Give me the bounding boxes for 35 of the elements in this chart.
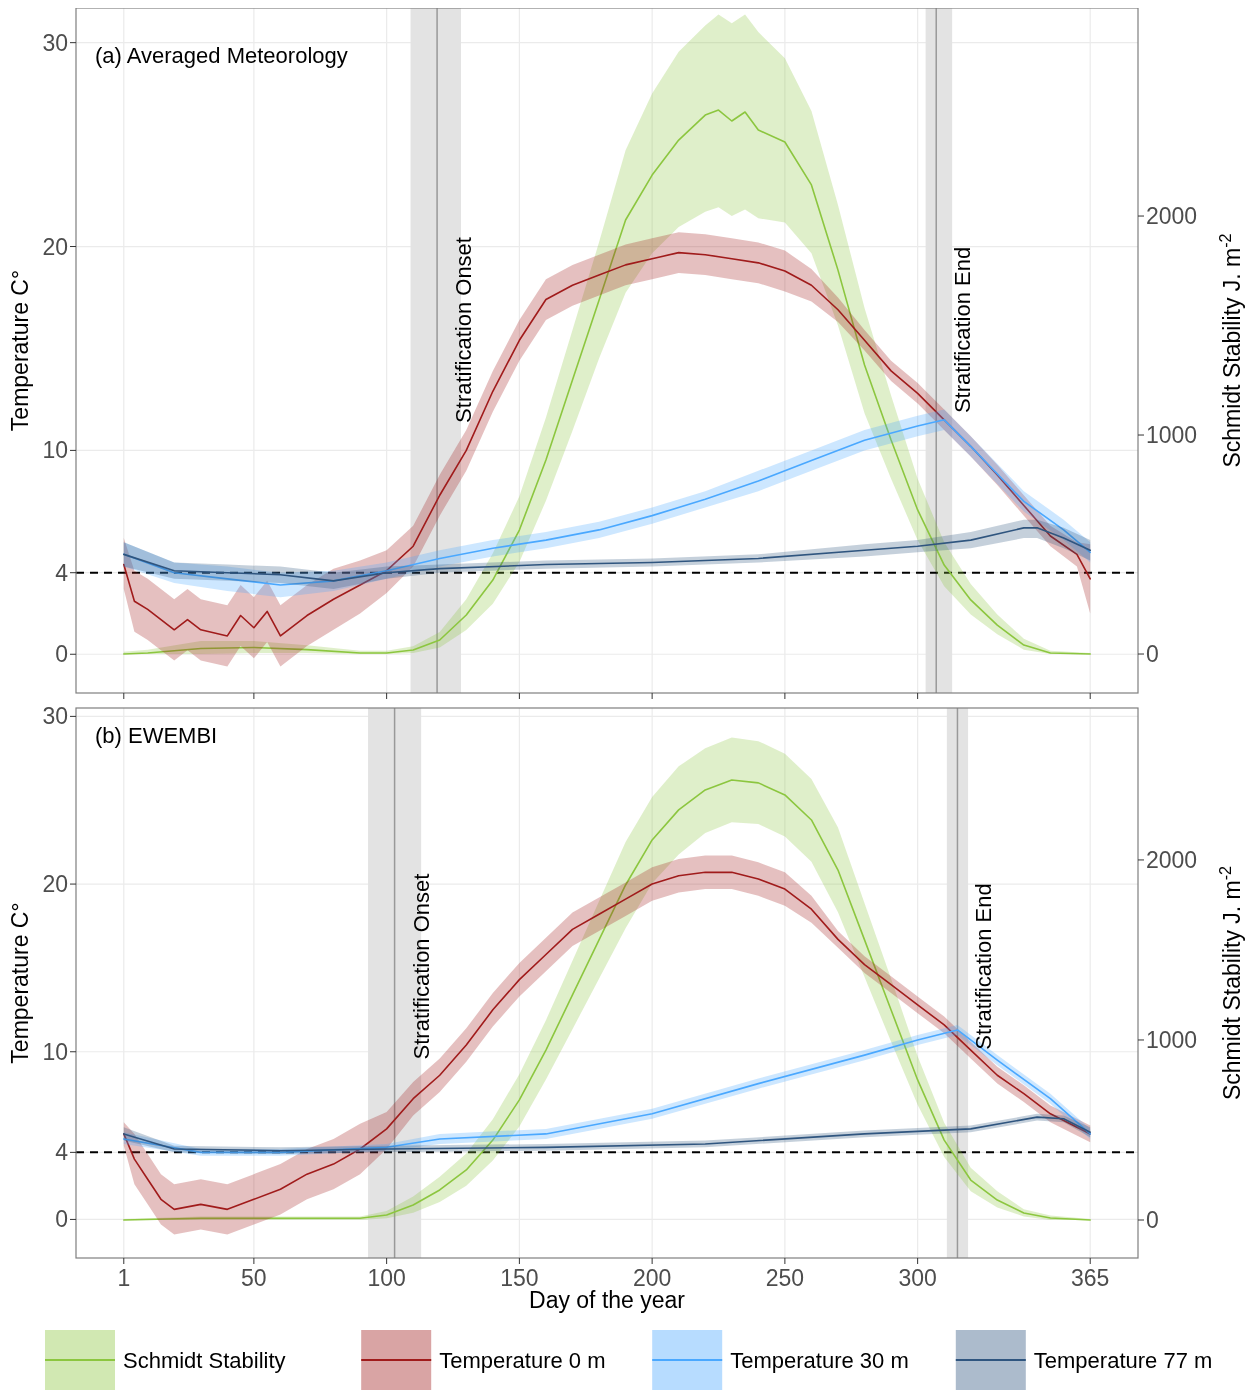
legend-label: Temperature 30 m [730,1348,909,1373]
ref-line-label: Stratification Onset [408,873,434,1060]
y-tick-label: 0 [55,641,68,668]
y-tick-label: 20 [42,871,68,898]
y-tick-label: 0 [55,1206,68,1233]
ref-line-label: Stratification Onset [451,237,477,423]
legend-label: Schmidt Stability [123,1348,286,1373]
text: (b) EWEMBI [95,723,218,748]
y-tick-label: 10 [42,1038,68,1065]
ref-line-label: Stratification End [971,883,997,1050]
y-tick-label: 20 [42,233,68,260]
y-tick-label: 4 [55,1139,69,1166]
ref-line-label: Stratification End [950,246,976,414]
y2-tick-label: 1000 [1146,422,1198,449]
y2-tick-label: 1000 [1146,1026,1198,1053]
y-axis-title: Temperature C° [7,902,33,1064]
legend-label: Temperature 77 m [1033,1348,1213,1373]
y2-tick-label: 0 [1146,1207,1159,1234]
x-tick-label: 100 [367,1265,406,1291]
x-tick-label: 1 [117,1265,131,1291]
x-tick-label: 50 [241,1265,267,1291]
y-tick-label: 10 [42,437,68,464]
y2-tick-label: 2000 [1146,203,1198,230]
y2-tick-label: 0 [1146,641,1159,668]
legend-label: Temperature 0 m [439,1348,606,1373]
text: (a) Averaged Meteorology [95,43,348,68]
y-axis-title: Temperature C° [7,269,33,432]
y2-tick-label: 2000 [1146,846,1198,873]
x-tick-label: 365 [1071,1265,1110,1291]
y-tick-label: 30 [42,703,68,730]
line-series [122,527,1092,582]
x-tick-label: 250 [765,1265,805,1291]
x-tick-label: 300 [898,1265,937,1291]
y-tick-label: 30 [42,29,68,56]
y-tick-label: 4 [55,559,69,586]
